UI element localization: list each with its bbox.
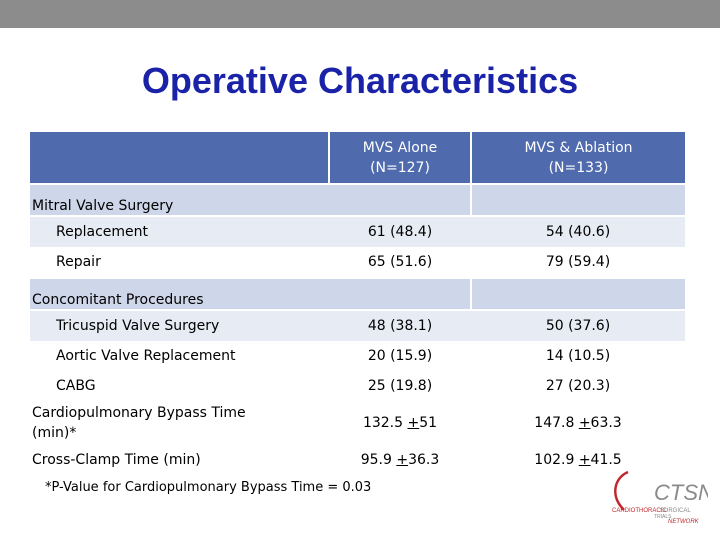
section-row-concomitant: Concomitant Procedures <box>30 277 685 311</box>
row-label: Aortic Valve Replacement <box>30 341 329 371</box>
column-header-mvs-alone: MVS Alone (N=127) <box>328 132 471 184</box>
plus-minus-sign: + <box>578 415 591 431</box>
column-label: MVS & Ablation <box>524 139 633 156</box>
plus-minus-sign: + <box>407 415 420 431</box>
ctsn-logo: CTSN CARDIOTHORACIC SURGICAL TRIALS NETW… <box>612 470 708 525</box>
header-blank-cell <box>30 132 329 184</box>
logo-swoosh <box>614 470 629 511</box>
table-row: Replacement 61 (48.4) 54 (40.6) <box>30 216 685 247</box>
operative-table: MVS Alone (N=127) MVS & Ablation (N=133)… <box>30 132 685 475</box>
row-label: Cardiopulmonary Bypass Time (min)* <box>30 401 329 445</box>
cell-ablation: 102.9 +41.5 <box>471 445 685 475</box>
column-n: (N=127) <box>370 159 430 176</box>
plus-minus-sign: + <box>578 452 591 468</box>
cell-mvs: 61 (48.4) <box>329 216 471 247</box>
slide-title: Operative Characteristics <box>141 60 579 101</box>
row-label-line: (min)* <box>32 425 77 441</box>
column-header-mvs-ablation: MVS & Ablation (N=133) <box>470 132 685 184</box>
column-n: (N=133) <box>548 159 609 176</box>
top-bar <box>0 0 720 28</box>
table-row: Tricuspid Valve Surgery 48 (38.1) 50 (37… <box>30 310 685 341</box>
cell-ablation: 54 (40.6) <box>471 216 685 247</box>
column-label: MVS Alone <box>362 139 438 156</box>
section-label: Concomitant Procedures <box>30 277 471 311</box>
row-label: Replacement <box>30 216 329 247</box>
cell-mvs: 65 (51.6) <box>329 247 471 278</box>
table-row: CABG 25 (19.8) 27 (20.3) <box>30 371 685 401</box>
table-row: Cardiopulmonary Bypass Time (min)* 132.5… <box>30 401 685 445</box>
section-label: Mitral Valve Surgery <box>30 183 471 217</box>
table-row: Repair 65 (51.6) 79 (59.4) <box>30 247 685 278</box>
logo-line: NETWORK <box>668 519 700 525</box>
cell-ablation: 14 (10.5) <box>471 341 685 371</box>
footnote: *P-Value for Cardiopulmonary Bypass Time… <box>45 480 372 495</box>
plus-minus-sign: + <box>396 452 409 468</box>
table-row: Cross-Clamp Time (min) 95.9 +36.3 102.9 … <box>30 445 685 475</box>
row-label: CABG <box>30 371 329 401</box>
cell-mvs: 48 (38.1) <box>329 310 471 341</box>
logo-line: TRIALS <box>654 514 672 520</box>
cell-ablation: 50 (37.6) <box>471 310 685 341</box>
cell-ablation: 27 (20.3) <box>471 371 685 401</box>
cell-ablation: 147.8 +63.3 <box>471 401 685 445</box>
logo-name: CTSN <box>654 480 708 505</box>
row-label: Tricuspid Valve Surgery <box>30 310 329 341</box>
table-row: Aortic Valve Replacement 20 (15.9) 14 (1… <box>30 341 685 371</box>
cell-ablation: 79 (59.4) <box>471 247 685 278</box>
logo-line: SURGICAL <box>660 508 691 514</box>
cell-mvs: 20 (15.9) <box>329 341 471 371</box>
cell-mvs: 95.9 +36.3 <box>329 445 471 475</box>
row-label: Cross-Clamp Time (min) <box>30 445 329 475</box>
cell-mvs: 25 (19.8) <box>329 371 471 401</box>
header-row: MVS Alone (N=127) MVS & Ablation (N=133) <box>30 132 685 184</box>
row-label: Repair <box>30 247 329 278</box>
section-row-mitral: Mitral Valve Surgery <box>30 183 685 217</box>
row-label-line: Cardiopulmonary Bypass Time <box>32 405 246 421</box>
logo-line: CARDIOTHORACIC <box>612 508 667 514</box>
cell-mvs: 132.5 +51 <box>329 401 471 445</box>
